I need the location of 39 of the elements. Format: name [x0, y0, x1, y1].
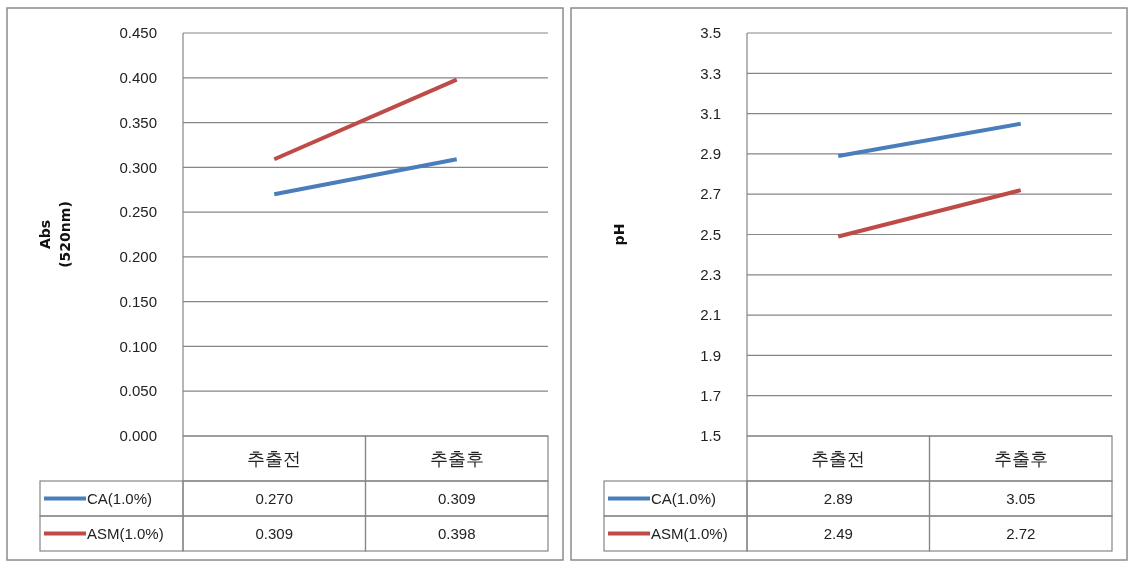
- x-tick-label: 추출후: [993, 448, 1048, 469]
- y-tick-label: 3.5: [700, 24, 721, 42]
- y-tick-label: 1.9: [700, 346, 721, 364]
- data-label: 2.89: [823, 489, 853, 507]
- y-tick-label: 3.1: [700, 104, 721, 122]
- x-tick-label: 추출전: [811, 448, 866, 469]
- data-label: 0.309: [437, 489, 476, 507]
- data-label: 0.309: [255, 524, 294, 542]
- y-tick-label: 0.200: [119, 248, 157, 266]
- y-tick-label: 2.7: [700, 185, 721, 203]
- y-tick-label: 0.400: [119, 69, 157, 87]
- data-label: 2.49: [823, 524, 853, 542]
- y-tick-label: 1.7: [700, 386, 721, 404]
- legend-label: ASM(1.0%): [651, 524, 728, 542]
- y-axis-title: Abs (520nm): [36, 201, 73, 268]
- y-tick-label: 0.150: [119, 292, 157, 310]
- data-label: 3.05: [1006, 489, 1036, 507]
- data-label: 0.398: [437, 524, 476, 542]
- y-tick-label: 0.100: [119, 337, 157, 355]
- y-tick-label: 1.5: [700, 427, 721, 445]
- data-label: 2.72: [1006, 524, 1036, 542]
- y-tick-label: 0.000: [119, 427, 157, 445]
- y-tick-label: 2.9: [700, 145, 721, 163]
- legend-label: ASM(1.0%): [87, 524, 164, 542]
- y-tick-label: 2.1: [700, 306, 721, 324]
- y-tick-label: 0.450: [119, 24, 157, 42]
- legend-label: CA(1.0%): [87, 489, 153, 507]
- x-tick-label: 추출후: [429, 448, 484, 469]
- y-tick-label: 0.250: [119, 203, 157, 221]
- y-tick-label: 2.3: [700, 266, 721, 284]
- legend-label: CA(1.0%): [651, 489, 717, 507]
- y-tick-label: 3.3: [700, 64, 721, 82]
- x-tick-label: 추출전: [247, 448, 302, 469]
- y-tick-label: 2.5: [700, 225, 721, 243]
- y-tick-label: 0.300: [119, 158, 157, 176]
- data-label: 0.270: [255, 489, 294, 507]
- y-tick-label: 0.050: [119, 382, 157, 400]
- y-axis-title: pH: [610, 223, 627, 246]
- y-tick-label: 0.350: [119, 113, 157, 131]
